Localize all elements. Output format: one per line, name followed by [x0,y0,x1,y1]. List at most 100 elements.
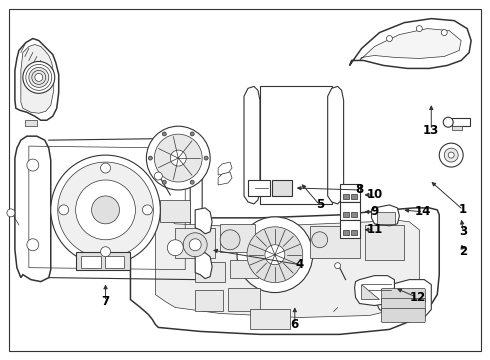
Bar [343,212,348,217]
Polygon shape [371,205,399,226]
Circle shape [387,36,392,41]
Circle shape [143,205,152,215]
Bar [248,232,338,307]
Polygon shape [15,39,59,120]
Circle shape [183,233,207,257]
Circle shape [204,156,208,160]
Text: 6: 6 [291,318,299,331]
Bar [228,288,260,311]
Circle shape [220,230,240,250]
Circle shape [312,232,328,248]
FancyBboxPatch shape [382,298,425,312]
Circle shape [154,134,202,182]
Polygon shape [360,28,461,60]
Circle shape [75,180,135,240]
Bar [230,260,258,278]
Polygon shape [21,45,54,113]
Text: 4: 4 [295,258,304,271]
Polygon shape [218,172,232,185]
Circle shape [92,196,120,224]
Bar [452,118,470,126]
Bar [310,226,360,258]
Circle shape [190,132,194,136]
Bar [340,202,360,220]
Bar [340,220,360,238]
Polygon shape [355,276,394,306]
Polygon shape [218,162,232,175]
Circle shape [29,67,49,87]
Circle shape [441,30,447,36]
Text: 9: 9 [370,205,379,219]
Circle shape [189,239,201,251]
Circle shape [439,143,463,167]
Text: 12: 12 [409,291,425,304]
Polygon shape [130,205,439,334]
Circle shape [7,209,15,217]
Bar [350,230,357,235]
Text: 2: 2 [459,245,467,258]
Circle shape [27,239,39,251]
Polygon shape [250,310,290,329]
Bar [343,194,348,199]
Bar [343,230,348,235]
Bar [350,194,357,199]
Circle shape [35,73,43,81]
Bar [365,225,404,260]
Circle shape [23,62,55,93]
Circle shape [167,240,183,256]
Bar [175,228,215,258]
Polygon shape [15,136,51,282]
Circle shape [148,156,152,160]
Polygon shape [195,253,212,279]
Text: 10: 10 [367,188,383,202]
Bar [220,224,255,252]
Circle shape [167,157,183,173]
Circle shape [162,132,166,136]
Circle shape [58,162,153,258]
Polygon shape [244,86,260,204]
Bar [195,262,225,282]
Polygon shape [195,208,212,234]
Text: 11: 11 [367,223,383,236]
Polygon shape [25,120,37,126]
Bar [104,256,124,268]
Polygon shape [328,86,343,204]
Polygon shape [155,218,419,318]
Bar [260,86,332,204]
Text: 5: 5 [316,198,324,211]
Circle shape [154,172,162,180]
Circle shape [265,245,285,265]
Circle shape [444,148,458,162]
Circle shape [162,180,166,184]
Circle shape [59,205,69,215]
Text: 14: 14 [415,205,432,219]
Circle shape [443,117,453,127]
Circle shape [51,155,160,265]
Bar [75,252,130,270]
Circle shape [190,180,194,184]
Bar [248,180,270,196]
Polygon shape [362,285,379,300]
Bar [81,256,100,268]
Circle shape [448,152,454,158]
Text: 3: 3 [459,225,467,238]
Polygon shape [349,19,471,68]
Text: 7: 7 [101,295,110,308]
Circle shape [335,263,341,269]
Bar [195,289,223,311]
Polygon shape [190,136,202,280]
Text: 13: 13 [423,124,440,137]
Bar [377,212,395,224]
Text: 8: 8 [355,184,364,197]
Bar [160,200,190,222]
Circle shape [27,159,39,171]
Bar [340,184,360,202]
Bar [272,180,292,196]
Circle shape [247,227,303,283]
Text: 1: 1 [459,203,467,216]
FancyBboxPatch shape [382,289,425,302]
Circle shape [171,150,186,166]
Bar [350,212,357,217]
Circle shape [100,247,111,257]
Circle shape [147,126,210,190]
